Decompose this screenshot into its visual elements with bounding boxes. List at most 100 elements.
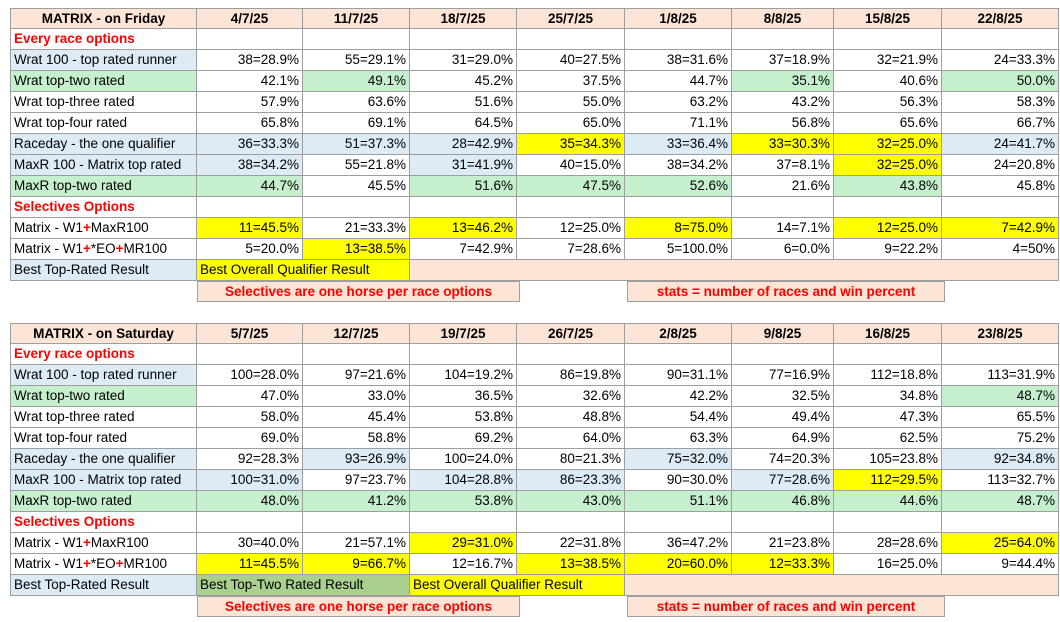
- data-cell[interactable]: 34.8%: [834, 386, 942, 407]
- data-cell[interactable]: 31=41.9%: [410, 155, 517, 176]
- date-header[interactable]: 5/7/25: [197, 323, 303, 344]
- data-cell[interactable]: 38=28.9%: [197, 50, 303, 71]
- data-cell[interactable]: 90=31.1%: [625, 365, 732, 386]
- empty-cell[interactable]: [834, 344, 942, 365]
- empty-cell[interactable]: [625, 197, 732, 218]
- data-cell[interactable]: 45.2%: [410, 71, 517, 92]
- data-cell[interactable]: 47.3%: [834, 407, 942, 428]
- data-cell[interactable]: 55.0%: [517, 92, 625, 113]
- data-cell[interactable]: 20=60.0%: [625, 554, 732, 575]
- empty-cell[interactable]: [517, 29, 625, 50]
- row-label[interactable]: Wrat top-three rated: [10, 92, 197, 113]
- data-cell[interactable]: 11=45.5%: [197, 218, 303, 239]
- data-cell[interactable]: 51.6%: [410, 176, 517, 197]
- empty-cell[interactable]: [625, 29, 732, 50]
- data-cell[interactable]: 113=31.9%: [942, 365, 1059, 386]
- empty-cell[interactable]: [410, 512, 517, 533]
- empty-cell[interactable]: [303, 197, 410, 218]
- data-cell[interactable]: 48.7%: [942, 386, 1059, 407]
- data-cell[interactable]: 37.5%: [517, 71, 625, 92]
- row-label[interactable]: Matrix - W1+MaxR100: [10, 218, 197, 239]
- data-cell[interactable]: 37=18.9%: [732, 50, 834, 71]
- row-label[interactable]: Wrat top-four rated: [10, 113, 197, 134]
- empty-cell[interactable]: [303, 29, 410, 50]
- data-cell[interactable]: 33=36.4%: [625, 134, 732, 155]
- row-label[interactable]: Raceday - the one qualifier: [10, 134, 197, 155]
- data-cell[interactable]: 52.6%: [625, 176, 732, 197]
- data-cell[interactable]: 45.4%: [303, 407, 410, 428]
- data-cell[interactable]: 112=18.8%: [834, 365, 942, 386]
- data-cell[interactable]: 66.7%: [942, 113, 1059, 134]
- empty-cell[interactable]: [517, 197, 625, 218]
- empty-cell[interactable]: [625, 512, 732, 533]
- data-cell[interactable]: 37=8.1%: [732, 155, 834, 176]
- data-cell[interactable]: 69.1%: [303, 113, 410, 134]
- data-cell[interactable]: 64.9%: [732, 428, 834, 449]
- data-cell[interactable]: 9=22.2%: [834, 239, 942, 260]
- data-cell[interactable]: 36.5%: [410, 386, 517, 407]
- empty-cell[interactable]: [942, 197, 1059, 218]
- data-cell[interactable]: 46.8%: [732, 491, 834, 512]
- date-header[interactable]: 9/8/25: [732, 323, 834, 344]
- date-header[interactable]: 19/7/25: [410, 323, 517, 344]
- data-cell[interactable]: 43.8%: [834, 176, 942, 197]
- date-header[interactable]: 25/7/25: [517, 8, 625, 29]
- table-title[interactable]: MATRIX - on Saturday: [10, 323, 197, 344]
- empty-cell[interactable]: [942, 29, 1059, 50]
- data-cell[interactable]: 51.6%: [410, 92, 517, 113]
- data-cell[interactable]: 65.0%: [517, 113, 625, 134]
- data-cell[interactable]: 58.0%: [197, 407, 303, 428]
- data-cell[interactable]: 33=30.3%: [732, 134, 834, 155]
- data-cell[interactable]: 28=28.6%: [834, 533, 942, 554]
- data-cell[interactable]: 48.7%: [942, 491, 1059, 512]
- data-cell[interactable]: 100=31.0%: [197, 470, 303, 491]
- data-cell[interactable]: 11=45.5%: [197, 554, 303, 575]
- row-label[interactable]: Wrat top-four rated: [10, 428, 197, 449]
- data-cell[interactable]: 21=57.1%: [303, 533, 410, 554]
- legend-best-top-rated[interactable]: Best Top-Rated Result: [10, 575, 197, 596]
- row-label[interactable]: Wrat 100 - top rated runner: [10, 50, 197, 71]
- empty-cell[interactable]: [410, 197, 517, 218]
- row-label[interactable]: Matrix - W1+*EO+MR100: [10, 554, 197, 575]
- data-cell[interactable]: 58.8%: [303, 428, 410, 449]
- data-cell[interactable]: 12=33.3%: [732, 554, 834, 575]
- data-cell[interactable]: 53.8%: [410, 491, 517, 512]
- date-header[interactable]: 23/8/25: [942, 323, 1059, 344]
- data-cell[interactable]: 32=25.0%: [834, 134, 942, 155]
- data-cell[interactable]: 21=23.8%: [732, 533, 834, 554]
- data-cell[interactable]: 16=25.0%: [834, 554, 942, 575]
- data-cell[interactable]: 62.5%: [834, 428, 942, 449]
- data-cell[interactable]: 48.0%: [197, 491, 303, 512]
- data-cell[interactable]: 38=34.2%: [625, 155, 732, 176]
- data-cell[interactable]: 24=41.7%: [942, 134, 1059, 155]
- date-header[interactable]: 2/8/25: [625, 323, 732, 344]
- empty-cell[interactable]: [410, 260, 1059, 281]
- data-cell[interactable]: 97=23.7%: [303, 470, 410, 491]
- data-cell[interactable]: 92=34.8%: [942, 449, 1059, 470]
- legend-best-overall[interactable]: Best Overall Qualifier Result: [410, 575, 625, 596]
- data-cell[interactable]: 12=16.7%: [410, 554, 517, 575]
- row-label[interactable]: MaxR 100 - Matrix top rated: [10, 470, 197, 491]
- data-cell[interactable]: 44.7%: [625, 71, 732, 92]
- empty-cell[interactable]: [303, 344, 410, 365]
- data-cell[interactable]: 36=33.3%: [197, 134, 303, 155]
- data-cell[interactable]: 51=37.3%: [303, 134, 410, 155]
- empty-cell[interactable]: [834, 197, 942, 218]
- date-header[interactable]: 22/8/25: [942, 8, 1059, 29]
- data-cell[interactable]: 58.3%: [942, 92, 1059, 113]
- data-cell[interactable]: 25=64.0%: [942, 533, 1059, 554]
- empty-cell[interactable]: [625, 575, 1059, 596]
- data-cell[interactable]: 13=38.5%: [303, 239, 410, 260]
- legend-best-overall[interactable]: Best Overall Qualifier Result: [197, 260, 410, 281]
- data-cell[interactable]: 14=7.1%: [732, 218, 834, 239]
- data-cell[interactable]: 74=20.3%: [732, 449, 834, 470]
- empty-cell[interactable]: [517, 344, 625, 365]
- data-cell[interactable]: 75=32.0%: [625, 449, 732, 470]
- data-cell[interactable]: 65.5%: [942, 407, 1059, 428]
- data-cell[interactable]: 42.2%: [625, 386, 732, 407]
- empty-cell[interactable]: [303, 512, 410, 533]
- data-cell[interactable]: 69.2%: [410, 428, 517, 449]
- table-title[interactable]: MATRIX - on Friday: [10, 8, 197, 29]
- data-cell[interactable]: 24=20.8%: [942, 155, 1059, 176]
- empty-cell[interactable]: [410, 29, 517, 50]
